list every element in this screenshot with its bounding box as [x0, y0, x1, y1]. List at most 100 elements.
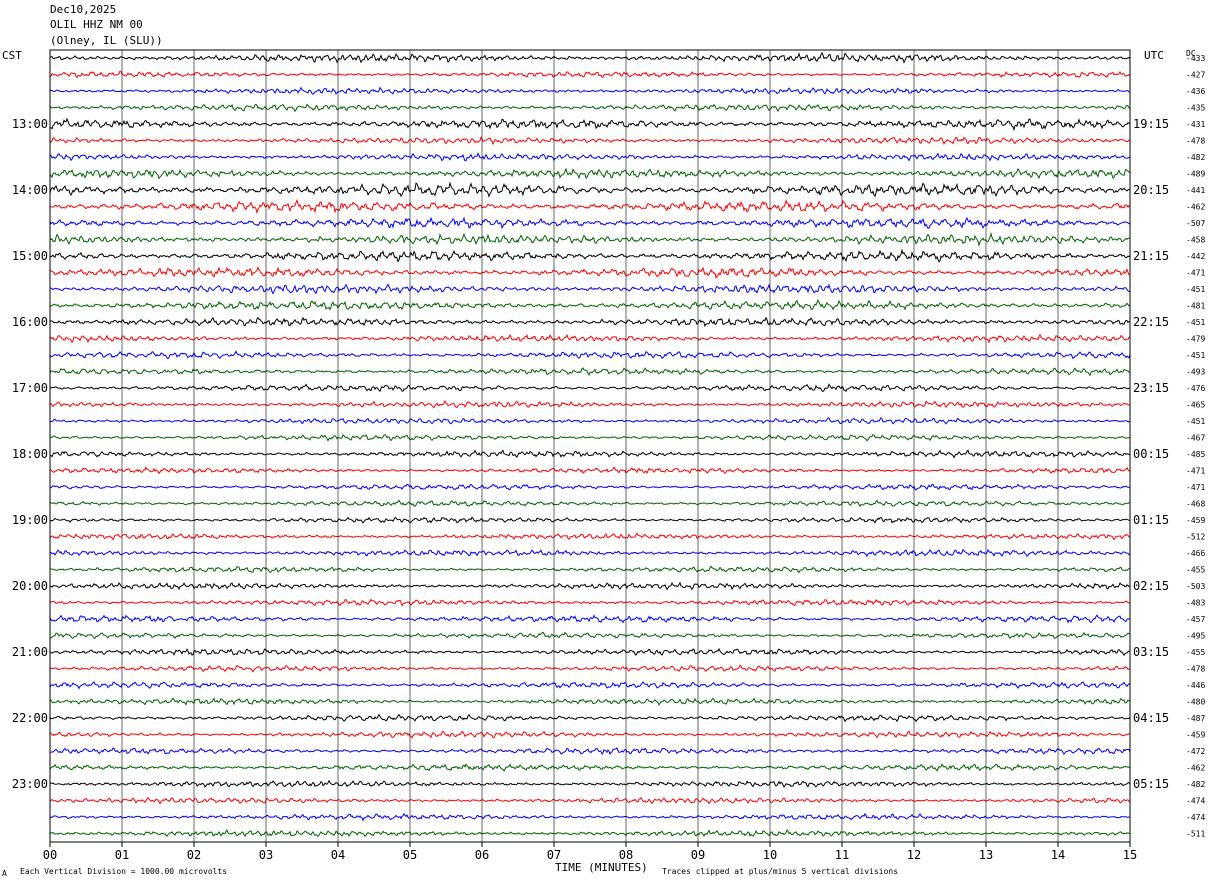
- seismic-trace-15: [49, 283, 1131, 295]
- dc-offset-label: -472: [1186, 747, 1205, 756]
- seismic-trace-9: [49, 181, 1131, 198]
- dc-offset-label: -468: [1186, 500, 1205, 509]
- seismic-trace-35: [49, 614, 1130, 624]
- left-hour-label: 22:00: [12, 711, 48, 725]
- dc-offset-label: -435: [1186, 104, 1205, 113]
- dc-offset-label: -451: [1186, 285, 1205, 294]
- left-hour-label: 21:00: [12, 645, 48, 659]
- dc-offset-label: -480: [1186, 698, 1205, 707]
- seismic-trace-21: [49, 383, 1131, 393]
- dc-offset-label: -482: [1186, 780, 1205, 789]
- seismic-trace-48: [49, 829, 1131, 838]
- dc-offset-label: -427: [1186, 71, 1205, 80]
- seismic-trace-22: [49, 399, 1131, 409]
- seismic-trace-36: [49, 631, 1131, 639]
- dc-offset-label: -451: [1186, 417, 1205, 426]
- dc-offset-label: -487: [1186, 714, 1205, 723]
- dc-offset-label: -433: [1186, 54, 1205, 63]
- seismic-trace-29: [49, 516, 1131, 524]
- seismic-trace-47: [49, 812, 1131, 822]
- dc-offset-label: -495: [1186, 632, 1205, 641]
- dc-offset-label: -482: [1186, 153, 1205, 162]
- right-hour-label: 01:15: [1133, 513, 1169, 527]
- dc-offset-label: -485: [1186, 450, 1205, 459]
- seismic-trace-5: [49, 117, 1131, 132]
- right-hour-label: 00:15: [1133, 447, 1169, 461]
- dc-offset-label: -479: [1186, 335, 1205, 344]
- right-hour-label: 21:15: [1133, 249, 1169, 263]
- dc-offset-label: -462: [1186, 764, 1205, 773]
- left-hour-label: 14:00: [12, 183, 48, 197]
- seismic-trace-4: [49, 103, 1131, 113]
- x-axis-title: TIME (MINUTES): [555, 861, 648, 874]
- dc-offset-label: -474: [1186, 813, 1205, 822]
- dc-offset-label: -467: [1186, 434, 1205, 443]
- dc-offset-header: DC: [1186, 49, 1196, 58]
- dc-offset-label: -478: [1186, 137, 1205, 146]
- dc-offset-label: -462: [1186, 203, 1205, 212]
- x-tick-label: 02: [187, 848, 201, 862]
- dc-offset-label: -476: [1186, 384, 1205, 393]
- dc-offset-label: -442: [1186, 252, 1205, 261]
- x-tick-label: 05: [403, 848, 417, 862]
- seismic-trace-2: [49, 70, 1131, 79]
- seismic-trace-10: [49, 198, 1131, 215]
- right-hour-label: 03:15: [1133, 645, 1169, 659]
- dc-offset-label: -465: [1186, 401, 1205, 410]
- right-hour-label: 23:15: [1133, 381, 1169, 395]
- dc-offset-label: -471: [1186, 269, 1205, 278]
- seismic-trace-24: [49, 434, 1131, 442]
- clip-note: Traces clipped at plus/minus 5 vertical …: [662, 867, 899, 876]
- right-hour-label: 20:15: [1133, 183, 1169, 197]
- x-tick-label: 14: [1051, 848, 1065, 862]
- dc-offset-label: -436: [1186, 87, 1205, 96]
- dc-offset-label: -446: [1186, 681, 1205, 690]
- seismic-trace-30: [49, 532, 1131, 541]
- seismic-trace-37: [49, 647, 1131, 657]
- x-tick-label: 06: [475, 848, 489, 862]
- right-hour-label: 22:15: [1133, 315, 1169, 329]
- plot-date: Dec10,2025: [50, 3, 117, 16]
- seismic-trace-8: [49, 167, 1131, 180]
- left-hour-label: 18:00: [12, 447, 48, 461]
- seismic-trace-43: [49, 747, 1131, 756]
- x-tick-label: 13: [979, 848, 993, 862]
- x-tick-label: 03: [259, 848, 273, 862]
- seismic-trace-38: [49, 664, 1131, 673]
- dc-offset-label: -481: [1186, 302, 1205, 311]
- seismic-trace-44: [49, 763, 1131, 772]
- left-hour-label: 19:00: [12, 513, 48, 527]
- dc-offset-label: -459: [1186, 731, 1205, 740]
- seismic-trace-26: [49, 466, 1131, 475]
- x-tick-label: 11: [835, 848, 849, 862]
- dc-offset-label: -512: [1186, 533, 1205, 542]
- minute-grid: [49, 49, 1131, 843]
- seismic-trace-34: [50, 598, 1131, 607]
- seismic-trace-23: [49, 416, 1131, 425]
- seismic-trace-7: [49, 152, 1131, 162]
- right-hour-label: 02:15: [1133, 579, 1169, 593]
- seismic-trace-1: [49, 51, 1131, 64]
- seismic-trace-16: [49, 298, 1131, 311]
- dc-offset-label: -451: [1186, 318, 1205, 327]
- station-location: (Olney, IL (SLU)): [50, 34, 163, 47]
- seismic-trace-42: [49, 730, 1131, 739]
- dc-offset-label: -489: [1186, 170, 1205, 179]
- left-hour-label: 23:00: [12, 777, 48, 791]
- corner-mark: A: [2, 869, 7, 878]
- dc-offset-label: -478: [1186, 665, 1205, 674]
- dc-offset-label: -457: [1186, 615, 1205, 624]
- dc-offset-label: -474: [1186, 797, 1205, 806]
- dc-offset-label: -451: [1186, 351, 1205, 360]
- seismic-trace-31: [49, 548, 1131, 558]
- x-tick-label: 09: [691, 848, 705, 862]
- seismic-trace-46: [49, 796, 1131, 805]
- left-hour-label: 16:00: [12, 315, 48, 329]
- dc-offset-label: -471: [1186, 467, 1205, 476]
- left-hour-label: 13:00: [12, 117, 48, 131]
- left-hour-label: 17:00: [12, 381, 48, 395]
- seismic-trace-19: [49, 350, 1131, 360]
- dc-offset-label: -507: [1186, 219, 1205, 228]
- dc-offset-label: -511: [1186, 830, 1205, 839]
- seismic-trace-14: [49, 266, 1131, 279]
